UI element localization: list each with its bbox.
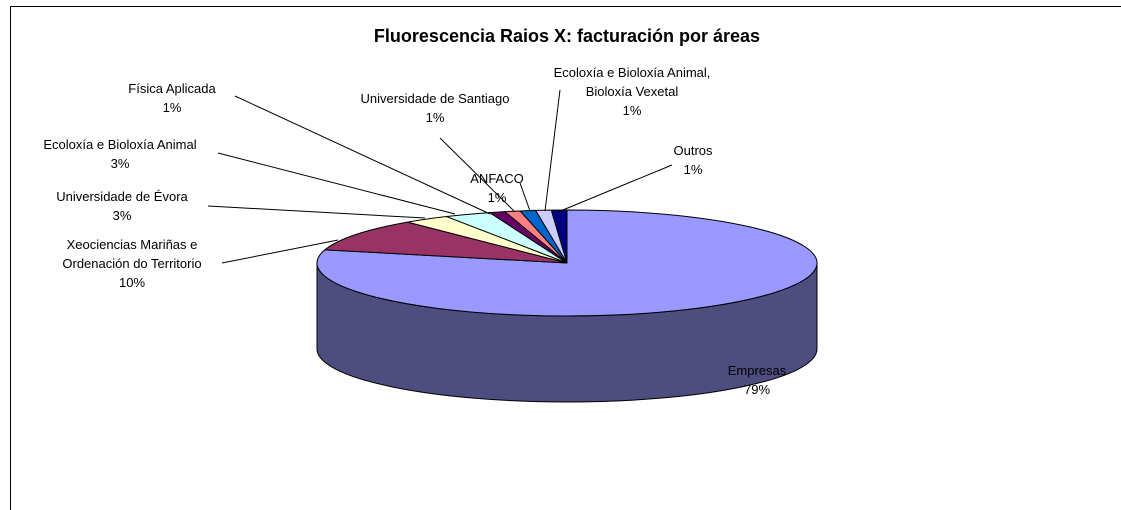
label-value: 3% bbox=[112, 208, 132, 223]
leader-line bbox=[221, 239, 339, 264]
label-name: Universidade de Évora bbox=[56, 189, 188, 204]
data-label: ANFACO 1% bbox=[457, 169, 537, 207]
label-name: Universidade de Santiago bbox=[360, 91, 510, 106]
label-value: 10% bbox=[118, 275, 146, 290]
leader-line bbox=[519, 182, 531, 212]
leader-line bbox=[217, 152, 456, 215]
data-label: Universidade de Évora 3% bbox=[22, 187, 222, 225]
leader-line bbox=[207, 205, 426, 219]
label-name: Xeociencias Mariñas e Ordenación do Terr… bbox=[62, 237, 202, 271]
data-label: Ecoloxía e Bioloxía Animal 3% bbox=[15, 135, 225, 173]
data-label: Xeociencias Mariñas e Ordenación do Terr… bbox=[47, 235, 217, 292]
label-value: 1% bbox=[683, 162, 703, 177]
label-value: 79% bbox=[743, 382, 771, 397]
label-value: 1% bbox=[622, 103, 642, 118]
label-value: 3% bbox=[110, 156, 130, 171]
leader-line bbox=[234, 95, 491, 215]
leader-line bbox=[557, 164, 673, 213]
label-value: 1% bbox=[162, 100, 182, 115]
chart-title: Fluorescencia Raios X: facturación por á… bbox=[373, 26, 761, 46]
data-label: Outros 1% bbox=[653, 141, 733, 179]
label-name: Física Aplicada bbox=[128, 81, 216, 96]
label-name: Ecoloxía e Bioloxía Animal, Bioloxía Vex… bbox=[553, 65, 711, 99]
label-name: ANFACO bbox=[470, 171, 524, 186]
label-name: Empresas bbox=[727, 363, 787, 378]
leader-line bbox=[439, 137, 516, 213]
data-label: Empresas 79% bbox=[697, 361, 817, 399]
data-label: Ecoloxía e Bioloxía Animal, Bioloxía Vex… bbox=[540, 63, 725, 120]
data-label: Física Aplicada 1% bbox=[97, 79, 247, 117]
slice bbox=[323, 221, 568, 264]
label-name: Outros bbox=[673, 143, 713, 158]
data-label: Universidade de Santiago 1% bbox=[330, 89, 540, 127]
slice bbox=[550, 209, 568, 264]
leader-line bbox=[544, 89, 561, 212]
label-value: 1% bbox=[425, 110, 445, 125]
label-name: Ecoloxía e Bioloxía Animal bbox=[43, 137, 197, 152]
label-value: 1% bbox=[487, 190, 507, 205]
